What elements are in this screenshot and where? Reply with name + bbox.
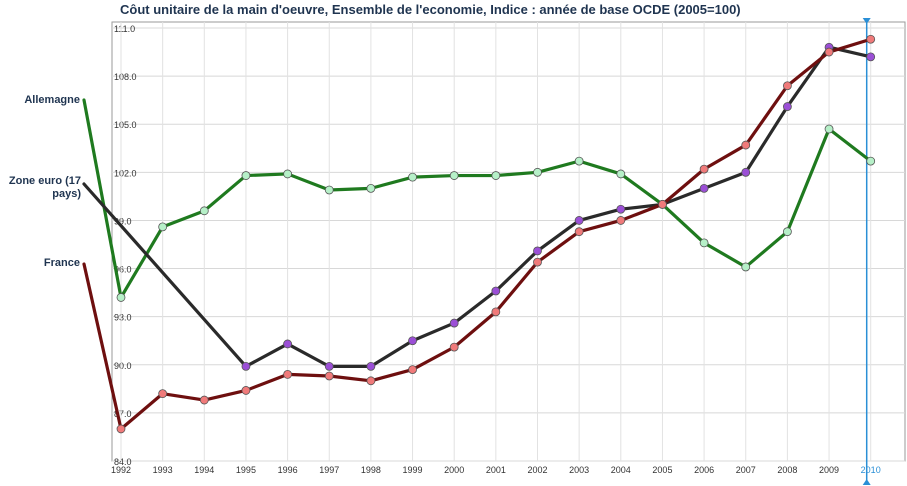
data-point-france — [491, 307, 501, 317]
data-point-allemagne — [783, 227, 792, 237]
x-tick-label: 1995 — [236, 465, 256, 475]
data-point-france — [533, 257, 542, 267]
y-tick-label: 87.0 — [114, 409, 132, 419]
y-tick-label: 93.0 — [114, 313, 132, 323]
data-point-zone-euro-17-pays — [699, 183, 709, 193]
data-point-france — [241, 386, 251, 395]
x-tick-label: 1994 — [194, 465, 214, 475]
data-point-france — [616, 216, 626, 225]
data-point-zone-euro-17-pays — [283, 339, 293, 349]
y-tick-label: 84.0 — [114, 457, 132, 467]
series-label-zone-euro-line2: pays) — [52, 188, 81, 200]
y-tick-label: 90.0 — [114, 361, 132, 371]
y-tick-label: 96.0 — [114, 265, 132, 275]
data-point-allemagne — [158, 222, 168, 232]
data-point-zone-euro-17-pays — [491, 286, 501, 296]
data-point-france — [283, 369, 293, 379]
cursor-bottom-marker — [862, 479, 871, 485]
y-tick-label: 102.0 — [114, 168, 137, 178]
data-point-france — [699, 164, 709, 174]
data-point-zone-euro-17-pays — [408, 336, 417, 346]
series-label-zone-euro-line1: Zone euro (17 — [8, 175, 81, 187]
data-point-france — [783, 81, 792, 91]
data-point-france — [408, 365, 417, 374]
data-point-france — [658, 200, 667, 209]
data-point-allemagne — [824, 124, 834, 134]
x-tick-label: 1998 — [361, 465, 381, 475]
data-point-france — [199, 395, 209, 405]
data-point-zone-euro-17-pays — [241, 361, 251, 371]
data-point-france — [116, 424, 126, 434]
cursor-top-marker — [862, 18, 871, 24]
x-tick-label: 2006 — [694, 465, 714, 475]
x-tick-label: 2003 — [569, 465, 589, 475]
data-point-zone-euro-17-pays — [741, 167, 751, 177]
data-point-zone-euro-17-pays — [866, 52, 876, 62]
x-tick-label: 1993 — [153, 465, 173, 475]
data-point-france — [824, 47, 834, 57]
data-point-allemagne — [699, 238, 709, 248]
data-point-france — [741, 140, 751, 150]
data-point-allemagne — [116, 293, 126, 302]
data-point-zone-euro-17-pays — [783, 102, 792, 111]
series-label-france: France — [43, 257, 80, 269]
data-point-allemagne — [533, 167, 542, 177]
y-tick-label: 108.0 — [114, 72, 137, 82]
y-tick-label: 105.0 — [114, 120, 137, 130]
data-point-france — [866, 34, 876, 44]
data-point-zone-euro-17-pays — [324, 361, 334, 371]
data-point-allemagne — [741, 262, 751, 272]
x-tick-label: 2002 — [527, 465, 547, 475]
x-tick-label: 1997 — [319, 465, 339, 475]
data-point-allemagne — [866, 156, 876, 166]
x-tick-label: 2007 — [736, 465, 756, 475]
y-tick-label: 99.0 — [114, 216, 132, 226]
x-tick-label: 1992 — [111, 465, 131, 475]
series-label-allemagne: Allemagne — [24, 94, 80, 106]
data-point-allemagne — [241, 171, 251, 180]
data-point-allemagne — [366, 183, 376, 193]
data-point-allemagne — [324, 185, 334, 195]
series-label-zone-euro: Zone euro (17 pays) — [0, 175, 81, 201]
data-point-zone-euro-17-pays — [366, 361, 376, 371]
data-point-france — [574, 227, 584, 237]
data-point-allemagne — [449, 171, 459, 180]
data-point-allemagne — [199, 206, 209, 216]
series-line-france — [82, 37, 873, 431]
x-tick-label: 2005 — [652, 465, 672, 475]
series-line-allemagne — [82, 98, 873, 300]
chart-title: Côut unitaire de la main d'oeuvre, Ensem… — [120, 2, 741, 17]
data-point-allemagne — [574, 156, 584, 166]
data-point-france — [324, 371, 334, 381]
x-tick-label: 1996 — [278, 465, 298, 475]
x-tick-label: 2004 — [611, 465, 631, 475]
data-point-allemagne — [283, 169, 293, 179]
x-tick-label: 2008 — [777, 465, 797, 475]
data-point-france — [158, 389, 168, 399]
data-point-zone-euro-17-pays — [574, 216, 584, 225]
x-tick-label: 2000 — [444, 465, 464, 475]
y-tick-label: 111.0 — [114, 24, 135, 34]
x-tick-label: 1999 — [403, 465, 423, 475]
data-point-zone-euro-17-pays — [533, 246, 542, 256]
data-point-zone-euro-17-pays — [616, 204, 626, 214]
x-tick-label: 2009 — [819, 465, 839, 475]
data-point-allemagne — [491, 171, 501, 180]
data-point-france — [366, 376, 376, 386]
x-tick-label: 2001 — [486, 465, 506, 475]
data-point-allemagne — [616, 169, 626, 179]
data-point-allemagne — [408, 172, 417, 182]
data-point-france — [449, 342, 459, 352]
x-tick-label: 2010 — [861, 465, 881, 475]
data-point-zone-euro-17-pays — [449, 318, 459, 328]
